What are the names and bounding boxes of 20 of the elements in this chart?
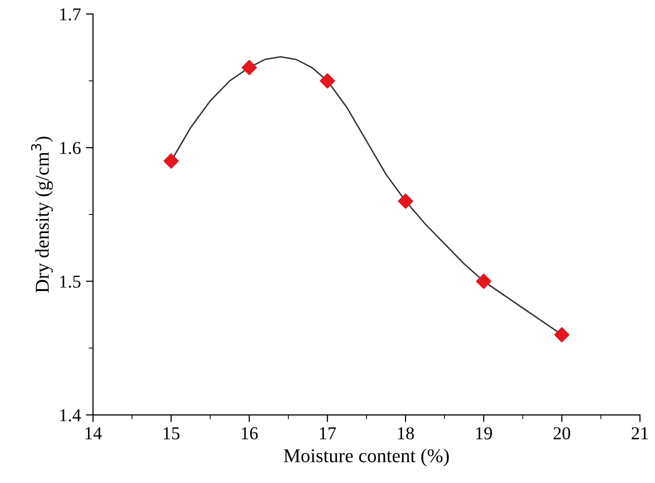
y-tick-label: 1.7 [60,8,81,21]
x-tick-label: 19 [476,427,492,440]
x-tick-label: 14 [86,427,102,440]
point [320,73,335,88]
y-tick-label: 1.6 [60,142,81,154]
x-tick-label: 16 [242,427,258,440]
y-axis-title: Dry density (g/cm$^{3}$) [31,136,53,293]
y-tick-label: 1.4 [60,409,81,422]
x-tick-label: 15 [164,427,180,440]
x-axis-title: Moisture content (%) [284,448,449,466]
point [242,60,257,76]
x-tick-label: 17 [320,427,336,440]
x-tick-label: 20 [554,427,570,440]
point [398,194,414,209]
point [554,327,570,342]
x-tick-label: 18 [398,427,414,440]
y-tick-label: 1.5 [60,276,80,288]
point [164,153,179,169]
x-tick-label: 21 [632,427,648,440]
point [476,274,492,289]
